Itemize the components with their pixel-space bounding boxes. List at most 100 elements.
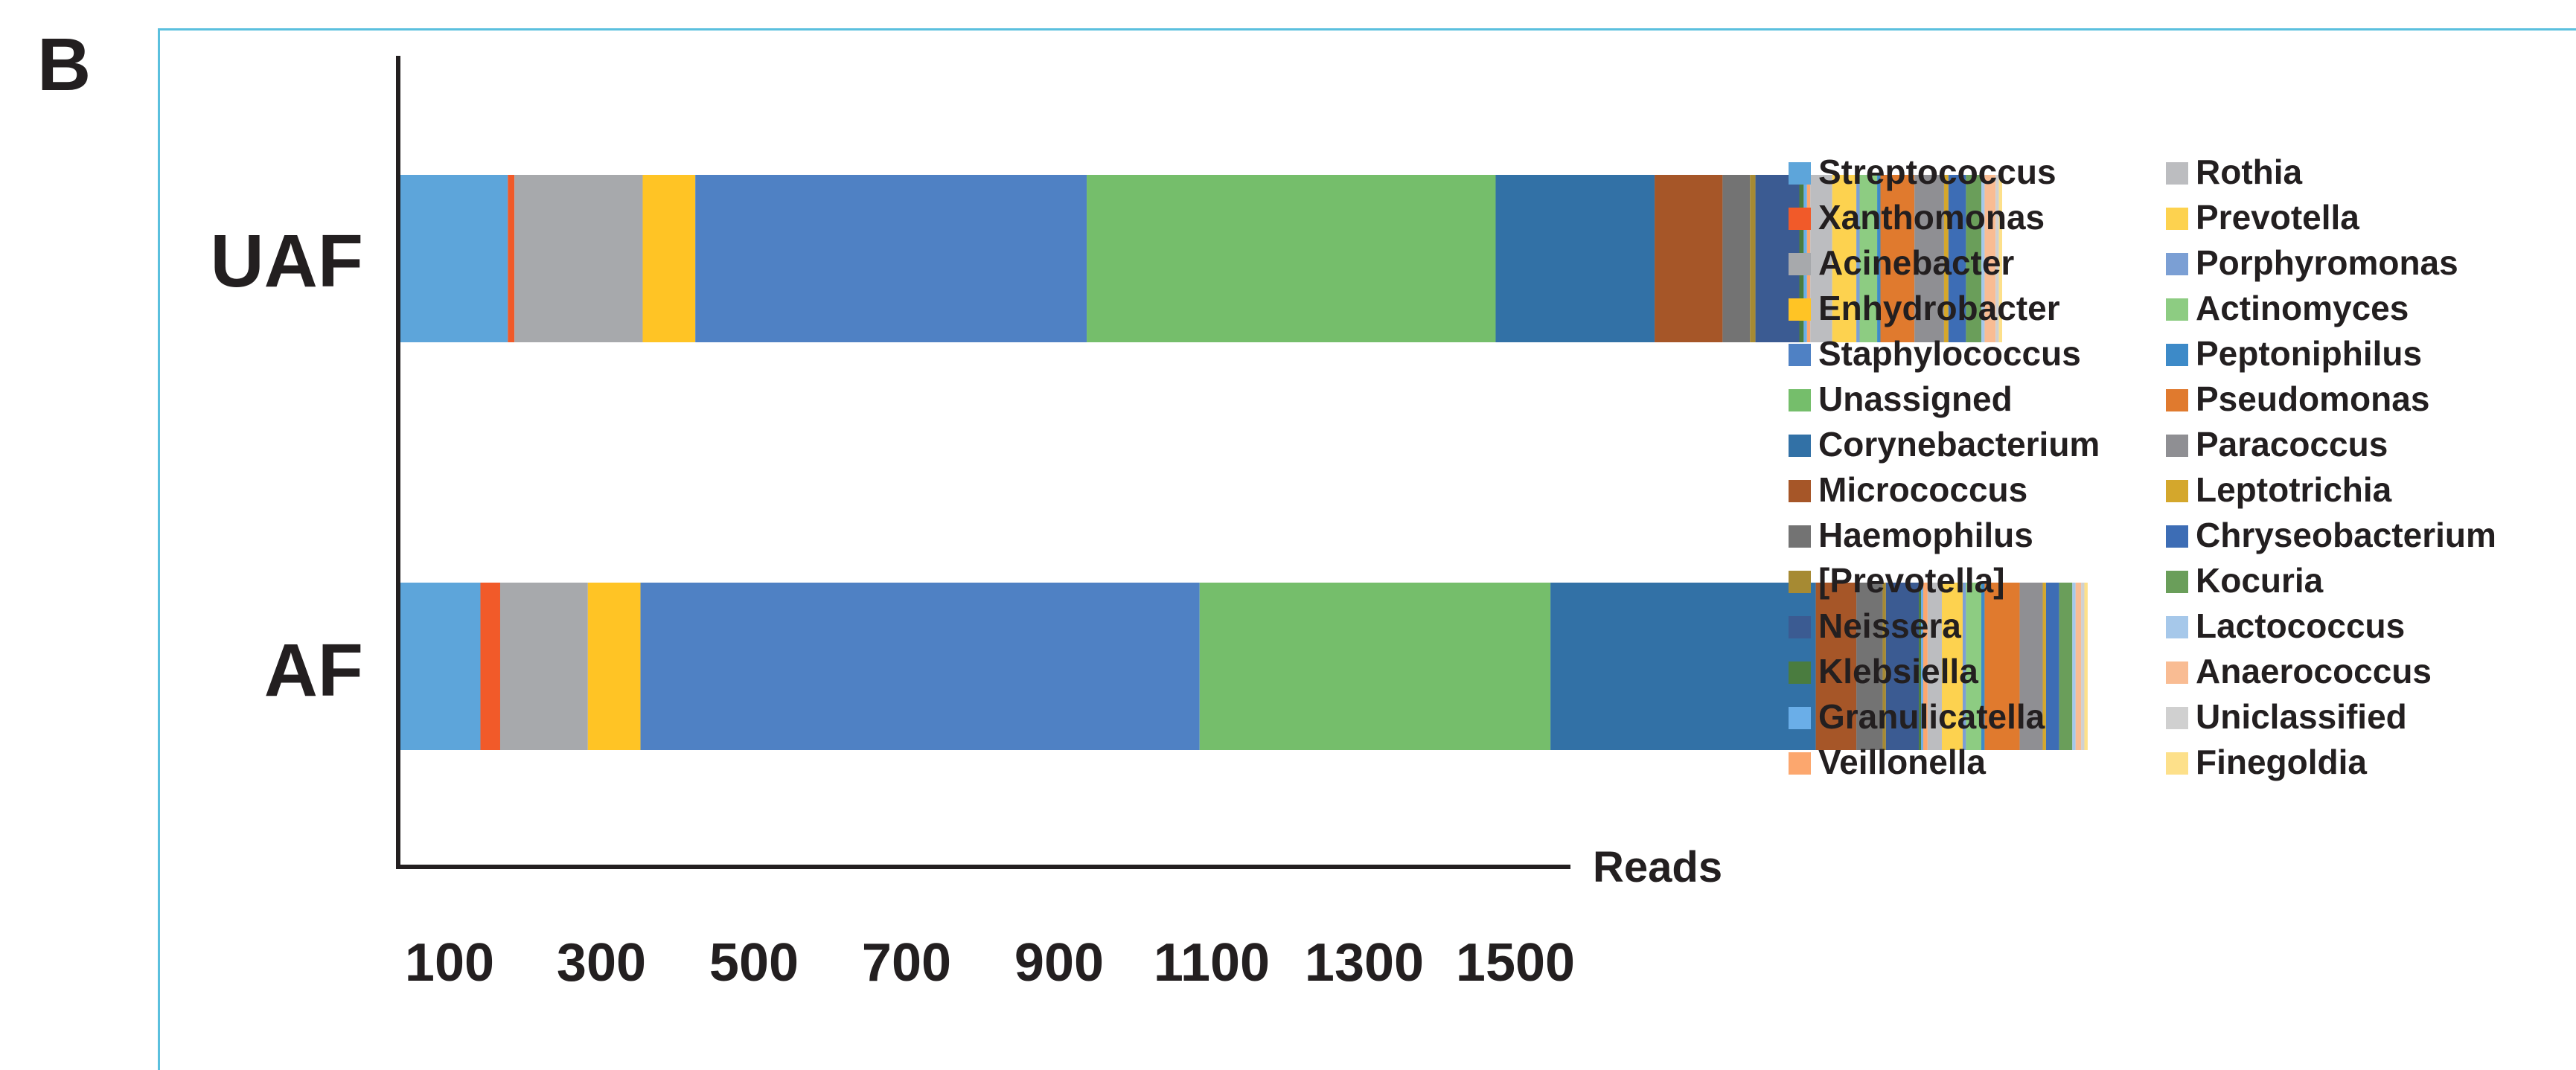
x-tick-label: 900 [1014,933,1104,993]
legend-swatch [2166,571,2188,593]
x-tick-label: 1300 [1305,933,1424,993]
legend-swatch [1789,344,1811,366]
legend-swatch [2166,253,2188,275]
bar-segment-af-leptotrichia [2042,583,2046,750]
bar-segment-af-rothia [1927,583,1942,750]
legend-swatch [2166,616,2188,638]
bar-segment-uaf-actinomyces [1859,175,1878,342]
legend-swatch [2166,162,2188,185]
legend-label: Kocuria [2196,561,2324,600]
bar-segment-uaf-corynebacterium [1495,175,1655,342]
legend-swatch [2166,344,2188,366]
legend-swatch [2166,435,2188,457]
legend-label: Lactococcus [2196,606,2405,645]
bar-segment-af-xanthomonas [480,583,500,750]
legend-label: Uniclassified [2196,697,2407,736]
legend-label: Chryseobacterium [2196,516,2496,554]
legend-swatch [2166,661,2188,684]
legend-label: Actinomyces [2196,289,2409,327]
legend-swatch [1789,525,1811,548]
x-tick-label: 100 [405,933,494,993]
legend-label: Granulicatella [1818,697,2045,736]
bar-segment-uaf-prevotella [1832,175,1857,342]
legend-swatch [1789,389,1811,411]
bar-segment-af-porphyromonas [1962,583,1966,750]
legend-swatch [1789,298,1811,321]
bar-segment-uaf-finegoldia [1998,175,2002,342]
legend-label: Peptoniphilus [2196,334,2422,373]
legend-swatch [1789,661,1811,684]
bar-segment-af-granulicatella [1920,583,1923,750]
bars-group [398,175,2088,750]
legend-swatch [2166,752,2188,775]
bar-segment-af-unassigned [1199,583,1551,750]
bar-segment-uaf-micrococcus [1655,175,1723,342]
legend-label: Unassigned [1818,379,2013,418]
legend-label: Enhydrobacter [1818,289,2060,327]
legend-label: Finegoldia [2196,743,2367,781]
legend-label: Paracoccus [2196,425,2388,464]
category-labels: UAF AF [210,220,363,712]
legend-label: [Prevotella] [1818,561,2005,600]
legend-label: Staphylococcus [1818,334,2081,373]
bar-segment-uaf-rothia [1810,175,1832,342]
legend-swatch [1789,707,1811,729]
bar-segment-uaf-anaerococcus [1984,175,1996,342]
bar-segment-af-pseudomonas [1984,583,2020,750]
bar-segment-af-micrococcus [1815,583,1857,750]
legend-label: Xanthomonas [1818,198,2045,237]
bar-segment-uaf-paracoccus [1914,175,1944,342]
bar-segment-af-lactococcus [2072,583,2076,750]
bar-segment-uaf-staphylococcus [695,175,1087,342]
bar-segment-uaf-enhydrobacter [642,175,696,342]
bar-segment-uaf-unassigned [1087,175,1496,342]
legend-label: Micrococcus [1818,470,2027,509]
legend-swatch [1789,480,1811,502]
legend-label: Leptotrichia [2196,470,2392,509]
bar-segment-af--prevotella- [1882,583,1886,750]
bar-segment-af-staphylococcus [640,583,1200,750]
legend-label: Streptococcus [1818,153,2056,191]
legend-label: Porphyromonas [2196,243,2458,282]
legend-label: Corynebacterium [1818,425,2100,464]
legend-swatch [2166,208,2188,230]
bar-segment-af-klebsiella [1919,583,1921,750]
bar-segment-af-streptococcus [398,583,481,750]
x-tick-labels: 100 300 500 700 900 1100 1300 1500 [405,933,1575,993]
x-axis-label: Reads [1593,843,1722,891]
bar-segment-uaf-xanthomonas [508,175,515,342]
bar-segment-uaf-uniclassified [1995,175,1999,342]
bar-segment-af-enhydrobacter [587,583,641,750]
legend: Streptococcus Xanthomonas Acinebacter Enhyd… [1789,153,2496,781]
bar-segment-uaf-pseudomonas [1880,175,1915,342]
bar-segment-af-anaerococcus [2075,583,2082,750]
bar-segment-af-chryseobacterium [2045,583,2059,750]
legend-swatch [1789,752,1811,775]
bar-segment-uaf-streptococcus [398,175,508,342]
bar-segment-uaf-acinebacter [514,175,643,342]
bar-segment-af-actinomyces [1966,583,1982,750]
legend-label: Rothia [2196,153,2303,191]
bar-segment-af-acinebacter [499,583,588,750]
legend-label: Klebsiella [1818,652,1978,691]
bar-segment-af-uniclassified [2081,583,2085,750]
legend-label: Acinebacter [1818,243,2014,282]
bar-segment-af-veillonella [1923,583,1928,750]
legend-swatch [2166,525,2188,548]
bar-segment-uaf--prevotella- [1750,175,1756,342]
legend-swatch [2166,480,2188,502]
legend-label: Neissera [1818,606,1961,645]
legend-swatch [2166,707,2188,729]
legend-swatch [2166,389,2188,411]
bar-segment-uaf-haemophilus [1722,175,1751,342]
category-label: UAF [210,220,363,303]
x-tick-label: 1100 [1154,933,1270,993]
bar-segment-uaf-chryseobacterium [1948,175,1966,342]
bar-segment-uaf-kocuria [1966,175,1982,342]
legend-swatch [1789,571,1811,593]
x-tick-label: 500 [709,933,799,993]
legend-swatch [1789,253,1811,275]
legend-swatch [1789,435,1811,457]
legend-label: Haemophilus [1818,516,2033,554]
